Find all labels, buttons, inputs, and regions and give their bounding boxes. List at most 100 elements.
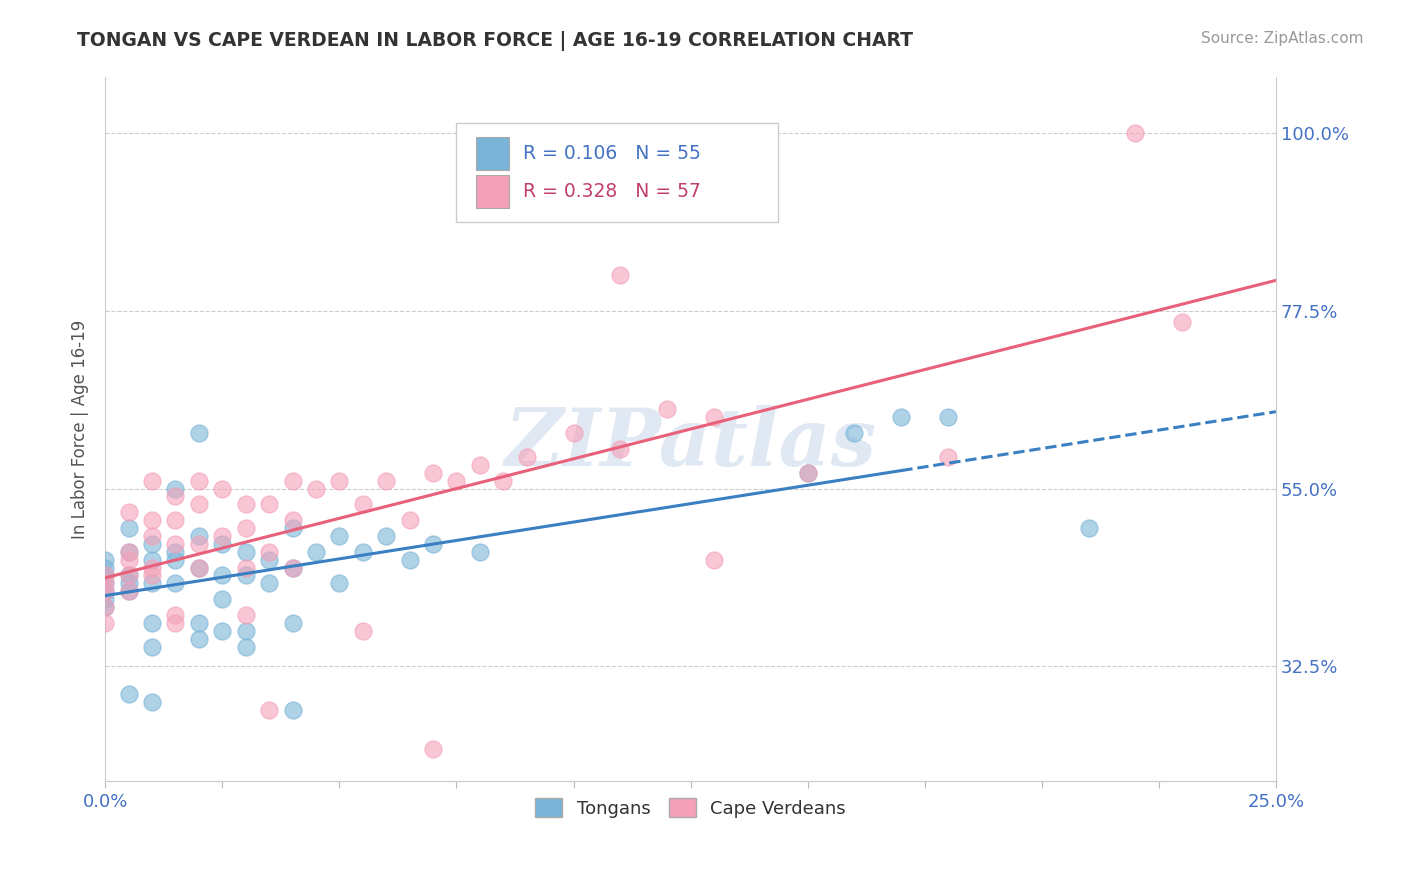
- Point: [141, 537, 163, 551]
- Point: [211, 624, 233, 638]
- Point: [1125, 126, 1147, 140]
- Point: [703, 410, 725, 425]
- Point: [117, 568, 139, 582]
- Point: [141, 568, 163, 582]
- Point: [328, 474, 350, 488]
- Point: [281, 513, 304, 527]
- Point: [844, 426, 866, 441]
- Point: [187, 537, 209, 551]
- Point: [141, 560, 163, 574]
- FancyBboxPatch shape: [477, 136, 509, 170]
- Point: [235, 521, 257, 535]
- Point: [796, 466, 818, 480]
- Point: [281, 521, 304, 535]
- Point: [468, 458, 491, 472]
- Point: [328, 576, 350, 591]
- Point: [235, 640, 257, 654]
- Point: [94, 552, 117, 566]
- Point: [257, 552, 280, 566]
- Point: [281, 474, 304, 488]
- Point: [890, 410, 912, 425]
- Point: [398, 552, 420, 566]
- Point: [235, 568, 257, 582]
- Point: [328, 529, 350, 543]
- Point: [117, 521, 139, 535]
- Y-axis label: In Labor Force | Age 16-19: In Labor Force | Age 16-19: [72, 319, 89, 539]
- Point: [446, 474, 468, 488]
- Point: [352, 624, 374, 638]
- Point: [468, 545, 491, 559]
- Point: [165, 576, 187, 591]
- Point: [796, 466, 818, 480]
- Point: [211, 482, 233, 496]
- Text: TONGAN VS CAPE VERDEAN IN LABOR FORCE | AGE 16-19 CORRELATION CHART: TONGAN VS CAPE VERDEAN IN LABOR FORCE | …: [77, 31, 914, 51]
- Point: [117, 545, 139, 559]
- Point: [235, 545, 257, 559]
- Point: [117, 505, 139, 519]
- Point: [165, 490, 187, 504]
- Point: [1171, 316, 1194, 330]
- Text: R = 0.106   N = 55: R = 0.106 N = 55: [523, 144, 702, 163]
- Point: [422, 537, 444, 551]
- Point: [492, 474, 515, 488]
- Point: [187, 497, 209, 511]
- Point: [94, 568, 117, 582]
- Point: [141, 695, 163, 709]
- Point: [94, 584, 117, 599]
- Point: [375, 474, 398, 488]
- Point: [141, 576, 163, 591]
- Point: [257, 545, 280, 559]
- Point: [305, 545, 328, 559]
- Text: R = 0.328   N = 57: R = 0.328 N = 57: [523, 182, 702, 201]
- Point: [94, 584, 117, 599]
- Point: [422, 466, 444, 480]
- Point: [281, 560, 304, 574]
- Point: [187, 474, 209, 488]
- Point: [117, 545, 139, 559]
- Point: [187, 560, 209, 574]
- Point: [562, 426, 585, 441]
- Point: [165, 545, 187, 559]
- Point: [117, 584, 139, 599]
- Point: [281, 703, 304, 717]
- Point: [211, 592, 233, 607]
- Point: [141, 552, 163, 566]
- Point: [352, 545, 374, 559]
- FancyBboxPatch shape: [477, 175, 509, 209]
- Point: [211, 537, 233, 551]
- Point: [165, 615, 187, 630]
- Point: [422, 742, 444, 756]
- Legend: Tongans, Cape Verdeans: Tongans, Cape Verdeans: [529, 791, 853, 825]
- Point: [187, 615, 209, 630]
- Point: [375, 529, 398, 543]
- FancyBboxPatch shape: [457, 123, 779, 222]
- Point: [117, 552, 139, 566]
- Point: [703, 552, 725, 566]
- Point: [609, 442, 631, 456]
- Point: [187, 529, 209, 543]
- Point: [94, 615, 117, 630]
- Point: [187, 632, 209, 646]
- Point: [936, 410, 959, 425]
- Point: [936, 450, 959, 464]
- Point: [211, 529, 233, 543]
- Point: [657, 402, 679, 417]
- Point: [141, 640, 163, 654]
- Point: [352, 497, 374, 511]
- Point: [94, 600, 117, 615]
- Point: [235, 607, 257, 622]
- Point: [211, 568, 233, 582]
- Point: [117, 568, 139, 582]
- Point: [187, 560, 209, 574]
- Point: [398, 513, 420, 527]
- Point: [141, 529, 163, 543]
- Text: ZIPatlas: ZIPatlas: [505, 405, 877, 482]
- Point: [94, 592, 117, 607]
- Text: Source: ZipAtlas.com: Source: ZipAtlas.com: [1201, 31, 1364, 46]
- Point: [257, 703, 280, 717]
- Point: [94, 568, 117, 582]
- Point: [141, 615, 163, 630]
- Point: [1077, 521, 1099, 535]
- Point: [117, 584, 139, 599]
- Point: [257, 497, 280, 511]
